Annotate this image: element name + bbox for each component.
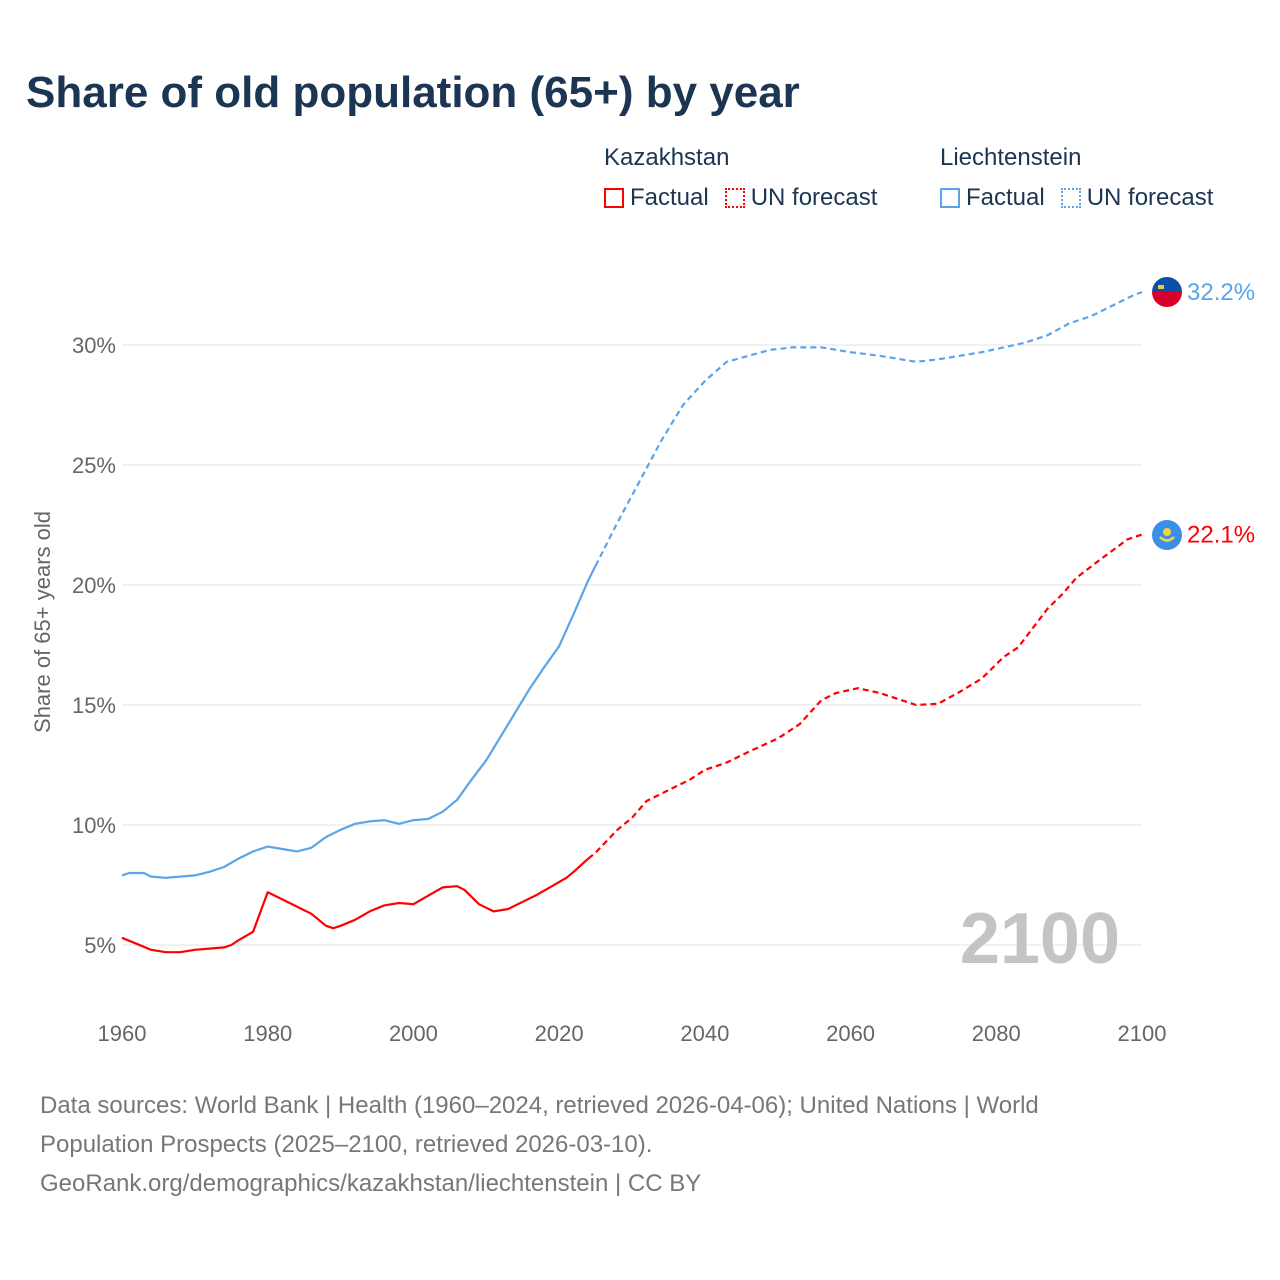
footer: Data sources: World Bank | Health (1960–… [40, 1086, 1039, 1203]
legend-swatch-solid [604, 188, 624, 208]
x-tick-label: 2020 [535, 1021, 584, 1046]
x-tick-label: 1980 [243, 1021, 292, 1046]
source-link[interactable]: GeoRank.org/demographics/kazakhstan/liec… [40, 1170, 702, 1197]
kazakhstan-factual-line [121, 857, 590, 954]
legend-label: Factual [630, 184, 709, 211]
legend-item-forecast[interactable]: UN forecast [724, 184, 878, 212]
legend-kazakhstan: Kazakhstan Factual UN forecast [604, 144, 893, 215]
legend-label: UN forecast [1086, 184, 1214, 211]
legend-item-factual[interactable]: Factual [604, 184, 709, 212]
legend-group-name: Liechtenstein [940, 144, 1082, 171]
x-tick-label: 2080 [972, 1021, 1021, 1046]
liechtenstein-factual-line [121, 565, 597, 879]
kazakhstan-flag-icon [1152, 520, 1182, 550]
legend-item-forecast[interactable]: UN forecast [1060, 184, 1214, 212]
liechtenstein-flag-icon [1152, 277, 1182, 307]
source-line: Data sources: World Bank | Health (1960–… [40, 1092, 1039, 1119]
liechtenstein-end-label: 32.2% [1187, 279, 1255, 306]
liechtenstein-forecast-line [594, 291, 1143, 567]
y-tick-label: 15% [72, 693, 116, 718]
x-tick-label: 1960 [98, 1021, 147, 1046]
chart-title: Share of old population (65+) by year [26, 68, 800, 117]
y-tick-label: 5% [84, 933, 116, 958]
legend-item-factual[interactable]: Factual [940, 184, 1045, 212]
x-tick-label: 2060 [826, 1021, 875, 1046]
y-tick-label: 10% [72, 813, 116, 838]
chart-plot: 5% 10% 15% 20% 25% 30% 1960 1980 2000 2020 2040 206… [30, 277, 1255, 1046]
kazakhstan-end-label: 22.1% [1187, 522, 1255, 549]
legend-swatch-dotted [1060, 188, 1081, 208]
source-line: Population Prospects (2025–2100, retriev… [40, 1131, 653, 1158]
y-tick-label: 20% [72, 573, 116, 598]
x-tick-label: 2040 [680, 1021, 729, 1046]
legend-label: Factual [966, 184, 1045, 211]
x-tick-label: 2100 [1118, 1021, 1167, 1046]
y-axis-label: Share of 65+ years old [30, 511, 55, 733]
kazakhstan-forecast-line [587, 533, 1143, 860]
legend-swatch-solid [940, 188, 960, 208]
y-tick-label: 30% [72, 333, 116, 358]
year-watermark: 2100 [960, 899, 1120, 979]
legend-group-name: Kazakhstan [604, 144, 730, 171]
legend-swatch-dotted [724, 188, 745, 208]
y-tick-label: 25% [72, 453, 116, 478]
legend-liechtenstein: Liechtenstein Factual UN forecast [940, 144, 1213, 215]
x-tick-label: 2000 [389, 1021, 438, 1046]
legend-label: UN forecast [750, 184, 878, 211]
